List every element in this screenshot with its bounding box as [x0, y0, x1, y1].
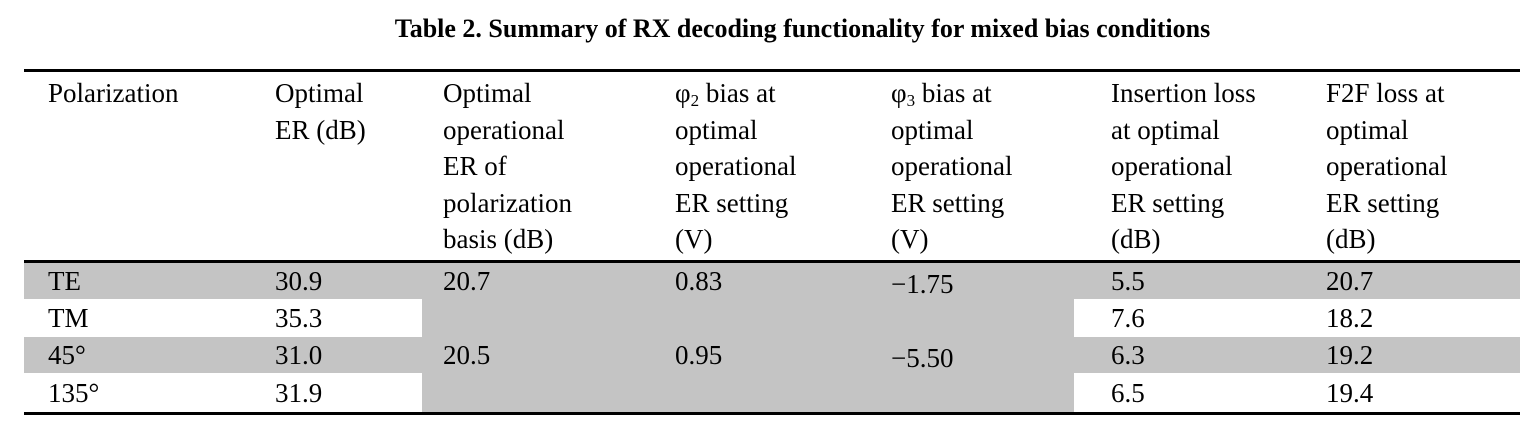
- top-rule: [24, 69, 1520, 72]
- cell-insertion-loss: 6.5: [1111, 378, 1145, 408]
- cell-phi2-bias: 0.95: [675, 340, 723, 370]
- cell-polarization: 45°: [48, 340, 86, 370]
- cell-optimal-er: 31.0: [275, 340, 323, 370]
- cell-polarization: TE: [48, 266, 81, 296]
- cell-insertion-loss: 7.6: [1111, 303, 1145, 333]
- cell-optimal-er: 30.9: [275, 266, 323, 296]
- header-f2f-loss: F2F loss at optimal operational ER setti…: [1326, 78, 1448, 254]
- cell-insertion-loss: 5.5: [1111, 266, 1145, 296]
- cell-optimal-er: 31.9: [275, 378, 323, 408]
- bottom-rule: [24, 412, 1520, 415]
- header-insertion-loss: Insertion loss at optimal operational ER…: [1111, 78, 1256, 254]
- cell-f2f-loss: 19.4: [1326, 378, 1374, 408]
- cell-phi3-bias: −1.75: [891, 269, 954, 299]
- header-phi2-bias: φ2 bias at optimal operational ER settin…: [675, 78, 797, 254]
- cell-insertion-loss: 6.3: [1111, 340, 1145, 370]
- header-rule: [24, 260, 1520, 263]
- header-optimal-er: Optimal ER (dB): [275, 78, 366, 145]
- header-phi3-bias: φ3 bias at optimal operational ER settin…: [891, 78, 1013, 254]
- cell-f2f-loss: 20.7: [1326, 266, 1374, 296]
- cell-optimal-er: 35.3: [275, 303, 323, 333]
- cell-operational-er: 20.7: [443, 266, 491, 296]
- cell-polarization: TM: [48, 303, 89, 333]
- cell-phi2-bias: 0.83: [675, 266, 723, 296]
- cell-f2f-loss: 18.2: [1326, 303, 1374, 333]
- cell-f2f-loss: 19.2: [1326, 340, 1374, 370]
- header-operational-er: Optimal operational ER of polarization b…: [443, 78, 572, 254]
- cell-operational-er: 20.5: [443, 340, 491, 370]
- cell-polarization: 135°: [48, 378, 100, 408]
- cell-phi3-bias: −5.50: [891, 343, 954, 373]
- merged-bias-block: [422, 263, 1074, 412]
- header-polarization: Polarization: [48, 78, 179, 108]
- table-caption: Table 2. Summary of RX decoding function…: [394, 14, 1211, 43]
- summary-table: Polarization Optimal ER (dB) Optimal ope…: [24, 69, 1520, 415]
